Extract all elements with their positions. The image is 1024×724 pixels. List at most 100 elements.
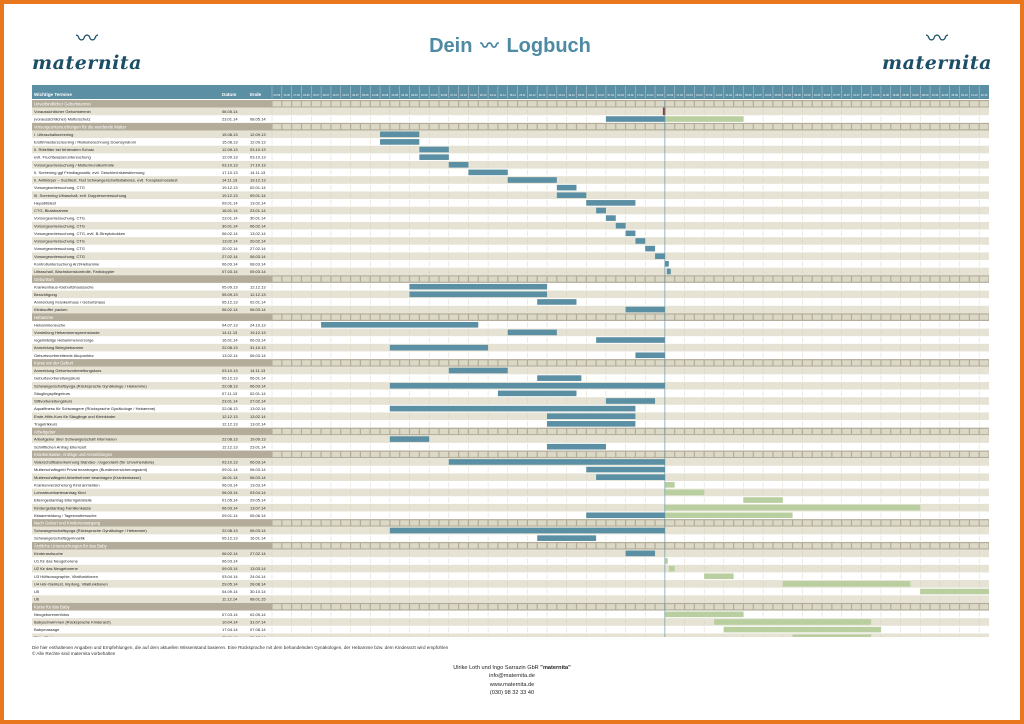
task-start: 12.09.13: [222, 147, 238, 152]
task-bar: [664, 482, 675, 488]
week-cell: [940, 124, 950, 130]
week-cell: [351, 604, 360, 610]
week-cell: [459, 101, 468, 107]
week-cell: [881, 543, 891, 549]
week-cell: [449, 604, 459, 610]
task-label: Vorsorgeuntersuchung, CTG: [34, 216, 85, 221]
week-cell: [311, 543, 321, 549]
column-header-start: Datum: [222, 92, 236, 97]
week-cell: [832, 543, 842, 549]
task-start: 20.02.14: [222, 246, 238, 251]
week-tick-label: 17.02: [637, 93, 644, 97]
week-cell: [331, 101, 341, 107]
week-cell: [861, 520, 871, 526]
task-bar: [596, 474, 665, 480]
task-bar: [380, 139, 420, 145]
week-cell: [960, 124, 969, 130]
week-cell: [469, 543, 478, 549]
week-cell: [537, 124, 547, 130]
week-cell: [341, 124, 350, 130]
week-cell: [351, 314, 360, 320]
week-cell: [940, 451, 950, 457]
week-cell: [773, 124, 783, 130]
week-cell: [979, 520, 989, 526]
section-label: Geburtsort: [34, 277, 55, 282]
task-bar: [389, 382, 665, 389]
week-cell: [891, 314, 901, 320]
week-cell: [665, 124, 675, 130]
week-cell: [636, 276, 645, 282]
week-cell: [272, 428, 282, 435]
week-cell: [812, 276, 822, 282]
task-label: Vorsorgeuntersuchung, CTG, evtl. B-Strep…: [34, 231, 125, 236]
week-cell: [685, 428, 694, 435]
week-cell: [586, 428, 596, 435]
week-cell: [292, 451, 301, 457]
week-cell: [537, 520, 547, 526]
week-cell: [331, 451, 341, 457]
week-cell: [400, 428, 409, 435]
week-cell: [655, 451, 665, 457]
week-cell: [969, 520, 979, 526]
week-cell: [567, 543, 576, 549]
row-shade: [32, 343, 989, 352]
task-label: Arbeitgeber über Schwangerschaft informi…: [34, 437, 117, 442]
week-cell: [439, 451, 449, 457]
week-cell: [498, 124, 508, 130]
week-tick-label: 15.07: [333, 93, 340, 97]
week-cell: [744, 360, 753, 366]
week-cell: [704, 124, 714, 130]
week-cell: [321, 360, 331, 366]
week-cell: [665, 101, 675, 107]
row-shade: [32, 145, 989, 154]
week-cell: [871, 101, 881, 107]
task-label: regelmäßige Hebammenvorsorge: [34, 338, 94, 343]
contact-brand: "maternita": [540, 665, 571, 671]
section-label: Vorsorgeuntersuchungen für die werdende …: [34, 124, 127, 129]
task-label: Tragetrikkurs: [34, 421, 57, 426]
week-cell: [360, 428, 370, 435]
week-cell: [940, 604, 950, 610]
week-cell: [802, 314, 812, 320]
week-cell: [567, 428, 576, 435]
task-bar: [666, 268, 671, 275]
task-start: 27.02.14: [222, 254, 238, 259]
week-cell: [950, 604, 959, 610]
week-tick-label: 28.07: [863, 93, 870, 97]
week-cell: [626, 124, 635, 130]
task-label: Kliniksoffer packen: [34, 307, 68, 312]
week-cell: [675, 124, 684, 130]
task-label: Stillvorbereitungskurs: [34, 399, 72, 404]
contact-web[interactable]: www.maternita.de: [489, 681, 535, 688]
week-cell: [577, 276, 586, 282]
week-cell: [311, 520, 321, 526]
week-cell: [645, 520, 655, 526]
row-shade: [32, 503, 989, 512]
week-cell: [802, 520, 812, 526]
task-start: 22.08.13: [222, 437, 238, 442]
task-end: 13.03.14: [250, 482, 266, 487]
week-cell: [940, 314, 950, 320]
week-cell: [606, 520, 616, 526]
week-cell: [930, 276, 940, 282]
week-cell: [626, 314, 635, 320]
week-cell: [675, 543, 684, 549]
week-cell: [753, 101, 763, 107]
week-cell: [478, 451, 488, 457]
week-cell: [802, 360, 812, 366]
week-cell: [508, 314, 517, 320]
task-bar: [596, 337, 665, 343]
contact-email[interactable]: info@maternita.de: [489, 673, 535, 680]
week-cell: [292, 314, 301, 320]
week-cell: [370, 520, 380, 526]
week-tick-label: 16.12: [549, 93, 556, 97]
task-label: Schriftlichen Antrag Elternzeit: [34, 444, 87, 449]
week-cell: [704, 360, 714, 366]
week-cell: [744, 520, 753, 526]
week-cell: [557, 360, 567, 366]
week-cell: [812, 604, 822, 610]
week-cell: [930, 604, 940, 610]
week-cell: [685, 314, 694, 320]
task-end: 19.09.13: [250, 437, 266, 442]
week-cell: [812, 543, 822, 549]
